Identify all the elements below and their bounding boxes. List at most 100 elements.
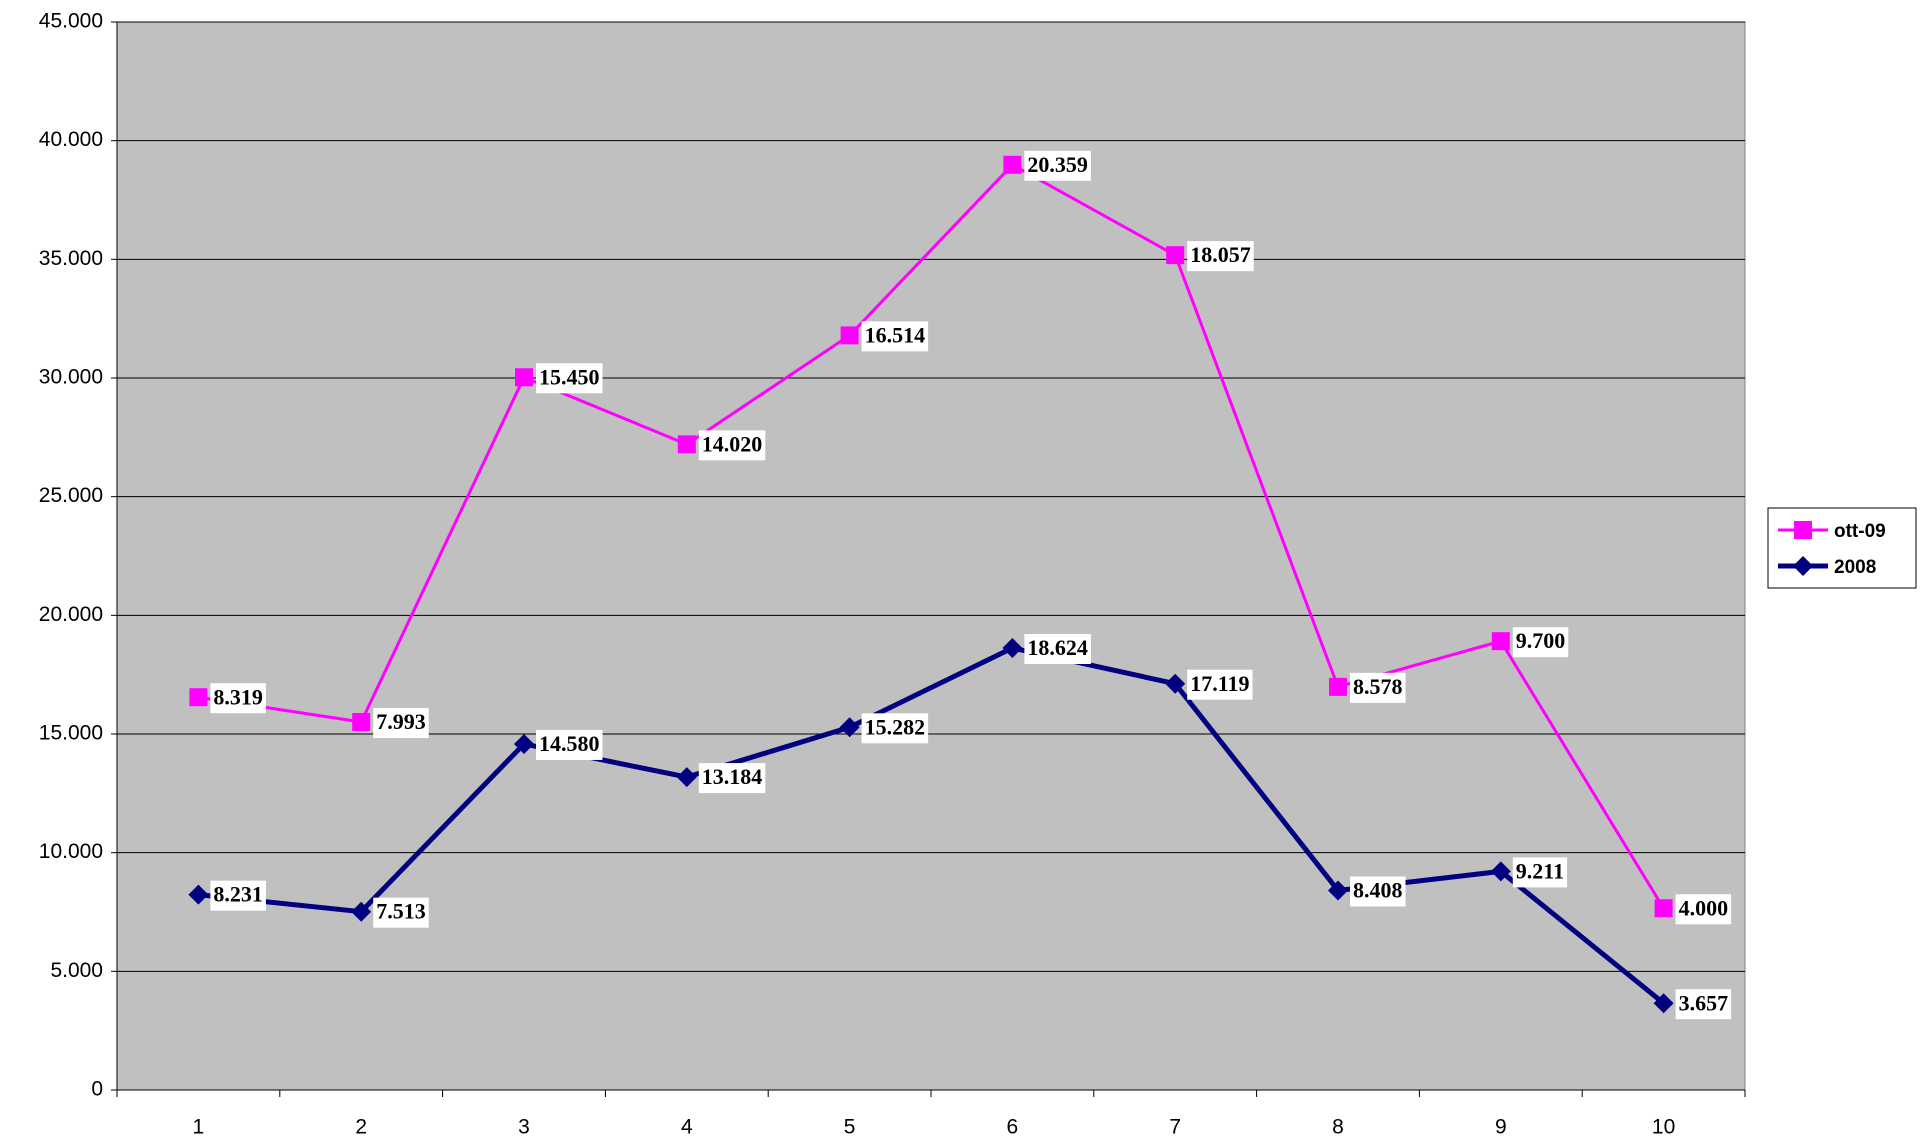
y-tick-label: 45.000 (39, 10, 103, 33)
data-label-box (1187, 241, 1254, 272)
data-label-box (698, 430, 766, 461)
marker (677, 435, 696, 454)
data-label: 8.231 (210, 880, 266, 911)
data-label-text: 8.408 (1353, 877, 1403, 902)
marker (188, 884, 209, 905)
x-tick-label: 7 (1169, 1116, 1181, 1138)
data-label: 4.000 (1675, 894, 1732, 925)
x-tick-label: 5 (844, 1116, 856, 1138)
data-label-box (1675, 894, 1732, 925)
data-label: 14.020 (698, 430, 766, 461)
x-tick-label: 10 (1652, 1116, 1675, 1138)
data-label-box (1512, 857, 1568, 888)
marker (515, 368, 533, 387)
y-tick-label: 10.000 (39, 840, 103, 863)
data-label-text: 9.700 (1516, 628, 1566, 653)
marker (352, 712, 371, 731)
marker (1002, 637, 1023, 658)
data-label-text: 18.057 (1190, 242, 1251, 267)
data-label-box (698, 763, 766, 794)
x-tick-label: 1 (193, 1116, 205, 1138)
data-label-text: 15.282 (865, 714, 926, 739)
data-label: 3.657 (1675, 989, 1732, 1020)
data-label: 14.580 (536, 729, 603, 760)
marker (840, 326, 859, 345)
data-label: 13.184 (698, 763, 766, 794)
marker (1654, 899, 1673, 918)
series-line (198, 162, 1665, 910)
data-label-text: 16.514 (865, 322, 926, 347)
data-label-text: 17.119 (1190, 671, 1249, 696)
data-label-box (373, 707, 429, 738)
y-tick-label: 15.000 (39, 722, 103, 745)
data-label-box (1024, 633, 1091, 664)
data-label-box (1350, 672, 1406, 703)
marker (676, 767, 697, 788)
data-label: 18.624 (1024, 633, 1091, 664)
y-tick-label: 5.000 (50, 959, 103, 982)
marker (1003, 155, 1022, 174)
legend-label: ott-09 (1834, 521, 1886, 542)
data-label-box (1675, 989, 1732, 1020)
data-label: 15.282 (861, 713, 929, 744)
x-tick-label: 9 (1495, 1116, 1507, 1138)
data-label-text: 14.020 (702, 431, 763, 456)
marker (514, 733, 534, 754)
marker (1165, 673, 1186, 694)
data-label: 9.700 (1512, 627, 1569, 658)
data-label: 15.450 (536, 363, 603, 394)
data-label-text: 18.624 (1027, 635, 1088, 660)
data-label-box (210, 880, 266, 911)
marker (1491, 632, 1510, 651)
y-tick-label: 35.000 (39, 247, 103, 270)
data-label-box (1512, 627, 1569, 658)
data-label-box (1024, 150, 1091, 181)
data-label-box (1350, 876, 1406, 907)
data-label: 8.408 (1350, 876, 1406, 907)
data-label: 7.993 (373, 707, 429, 738)
legend-label: 2008 (1834, 557, 1876, 578)
data-label-text: 13.184 (702, 764, 763, 789)
data-label: 9.211 (1512, 857, 1568, 888)
data-label-text: 9.211 (1516, 858, 1564, 883)
data-label-text: 15.450 (539, 364, 600, 389)
data-label-box (210, 683, 266, 714)
marker (1166, 246, 1185, 265)
data-label-text: 3.657 (1679, 990, 1729, 1015)
data-label: 18.057 (1187, 241, 1254, 272)
series-line (198, 645, 1666, 1006)
marker (1329, 677, 1347, 696)
y-tick-label: 0 (91, 1078, 103, 1101)
x-tick-label: 2 (355, 1116, 367, 1138)
data-label-text: 7.513 (376, 899, 426, 924)
data-label: 8.319 (210, 683, 266, 714)
plot-area (116, 21, 1746, 1091)
marker (189, 688, 208, 707)
data-label: 8.578 (1350, 672, 1406, 703)
marker (1794, 521, 1812, 539)
data-label-text: 8.231 (213, 882, 263, 907)
data-label: 20.359 (1024, 150, 1091, 181)
data-label-text: 8.319 (213, 684, 263, 709)
marker (839, 717, 860, 738)
y-tick-label: 30.000 (39, 366, 103, 389)
marker (1328, 880, 1348, 901)
data-label-box (536, 729, 603, 760)
marker (1490, 861, 1511, 882)
data-label-text: 14.580 (539, 731, 600, 756)
x-tick-label: 6 (1007, 1116, 1019, 1138)
data-label: 7.513 (373, 897, 429, 928)
data-label-box (373, 897, 429, 928)
data-label-box (861, 713, 929, 744)
data-label: 17.119 (1187, 669, 1253, 700)
data-label-text: 4.000 (1679, 895, 1729, 920)
data-label-text: 20.359 (1027, 152, 1088, 177)
marker (1793, 556, 1813, 576)
data-label-box (536, 363, 603, 394)
data-label-text: 7.993 (376, 709, 426, 734)
data-label-box (1187, 669, 1253, 700)
marker (351, 901, 372, 922)
y-tick-label: 40.000 (39, 128, 103, 151)
data-label-box (861, 321, 929, 352)
